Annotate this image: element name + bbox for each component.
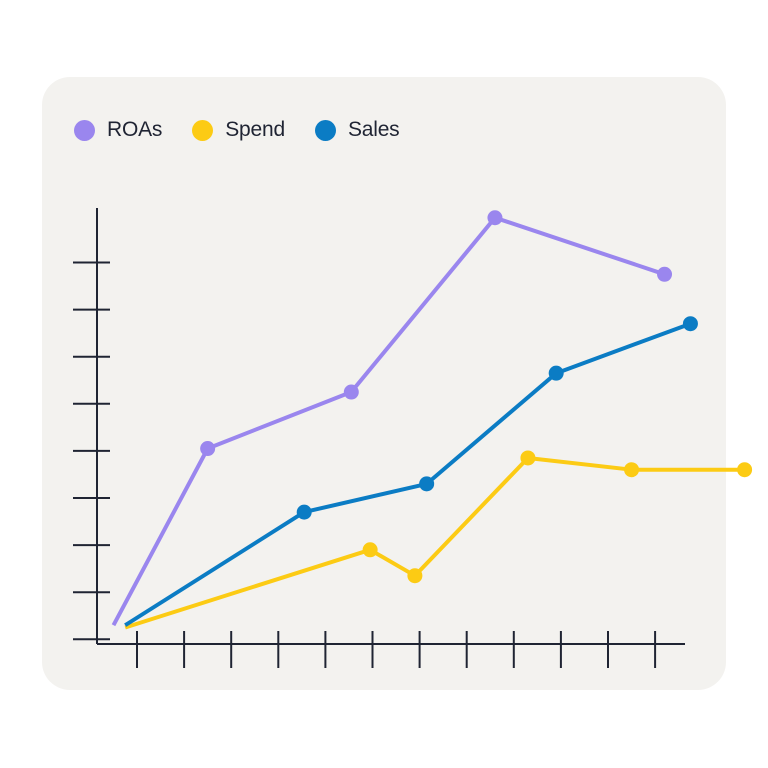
legend-marker-spend (192, 119, 214, 141)
chart-series (111, 210, 753, 630)
data-point-spend (737, 462, 753, 478)
data-point-spend (407, 568, 423, 584)
data-point-roas (487, 210, 503, 226)
data-point-roas (343, 384, 359, 400)
legend-label-sales: Sales (347, 118, 400, 141)
data-point-sales (296, 504, 312, 520)
data-point-sales (548, 365, 564, 381)
data-point-spend (520, 450, 536, 466)
data-point-roas (657, 266, 673, 282)
legend-item-sales: Sales (314, 118, 400, 142)
chart-legend: ROAs Spend Sales (74, 118, 429, 142)
legend-item-spend: Spend (192, 118, 285, 142)
data-point-sales (682, 316, 698, 332)
data-point-roas (200, 441, 216, 457)
series-line-spend (124, 456, 745, 630)
legend-label-spend: Spend (225, 118, 285, 141)
legend-item-roas: ROAs (74, 118, 162, 142)
data-point-spend (624, 462, 640, 478)
chart-card (42, 77, 726, 690)
data-point-sales (419, 476, 435, 492)
series-line-roas (111, 215, 666, 627)
chart-axes (73, 208, 685, 668)
legend-marker-sales (314, 119, 336, 141)
series-line-sales (124, 321, 692, 627)
data-point-spend (362, 542, 378, 558)
legend-marker-roas (74, 119, 95, 141)
legend-label-roas: ROAs (107, 118, 163, 141)
